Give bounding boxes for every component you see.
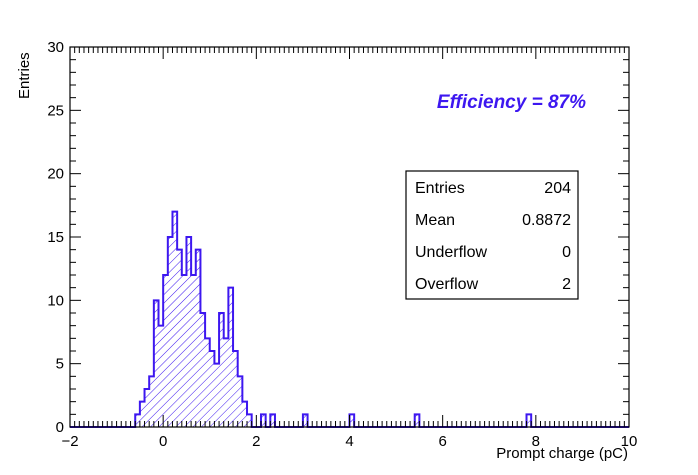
- stats-mean-value: 0.8872: [522, 212, 571, 229]
- y-tick-label: 20: [47, 166, 64, 183]
- y-tick-label: 5: [56, 356, 64, 373]
- x-tick-label: −2: [61, 433, 78, 450]
- stats-box: Entries 204 Mean 0.8872 Underflow 0 Over…: [405, 170, 579, 300]
- y-tick-label: 15: [47, 229, 64, 246]
- stats-underflow-value: 0: [562, 244, 571, 261]
- x-tick-label: 0: [159, 433, 167, 450]
- stats-entries-value: 204: [544, 180, 571, 197]
- x-tick-label: 8: [532, 433, 540, 450]
- y-tick-label: 10: [47, 292, 64, 309]
- y-tick-label: 0: [56, 419, 64, 436]
- y-tick-label: 30: [47, 39, 64, 56]
- stats-underflow-label: Underflow: [415, 244, 487, 261]
- stats-overflow-label: Overflow: [415, 276, 479, 293]
- y-tick-label: 25: [47, 102, 64, 119]
- stats-entries-label: Entries: [415, 180, 465, 197]
- x-axis-title: Prompt charge (pC): [496, 445, 628, 462]
- efficiency-annotation: Efficiency = 87%: [437, 92, 586, 113]
- x-tick-label: 10: [621, 433, 638, 450]
- histogram-fill: [70, 211, 629, 427]
- x-tick-label: 4: [345, 433, 353, 450]
- axis-ticks: [69, 46, 630, 428]
- x-tick-label: 6: [438, 433, 446, 450]
- x-tick-label: 2: [252, 433, 260, 450]
- stats-overflow-value: 2: [562, 276, 571, 293]
- y-axis-title: Entries: [16, 52, 33, 99]
- stats-mean-label: Mean: [415, 212, 455, 229]
- stats-box-frame: [405, 170, 579, 300]
